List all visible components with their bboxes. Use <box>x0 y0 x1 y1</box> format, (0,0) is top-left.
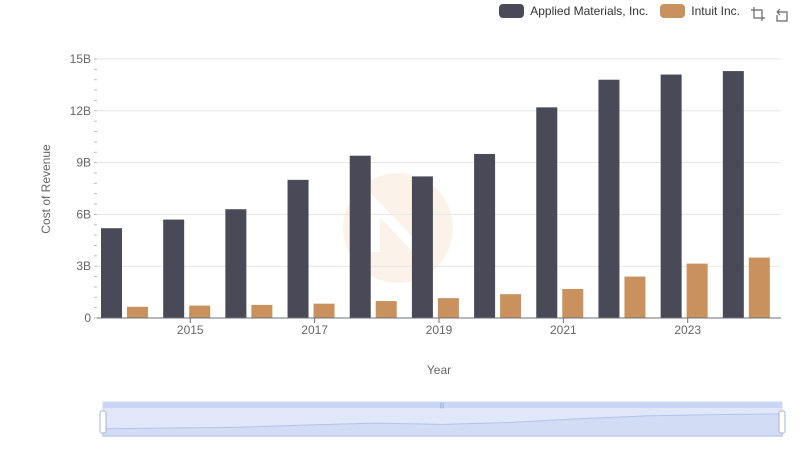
data-zoom-handle-right[interactable] <box>778 410 786 434</box>
legend-item-applied-materials[interactable]: Applied Materials, Inc. <box>499 4 648 18</box>
bar-intuit-2014[interactable] <box>127 306 148 318</box>
y-tick-label: 12B <box>70 104 91 118</box>
bar-applied-materials-2014[interactable] <box>101 228 122 318</box>
x-tick-label: 2023 <box>674 323 701 337</box>
bar-applied-materials-2018[interactable] <box>349 155 371 318</box>
legend-swatch-intuit <box>660 4 686 18</box>
x-tick-label: 2019 <box>426 323 453 337</box>
legend-swatch-applied-materials <box>499 4 525 18</box>
bar-intuit-2020[interactable] <box>500 294 522 318</box>
bar-applied-materials-2024[interactable] <box>722 71 744 318</box>
y-axis-title: Cost of Revenue <box>39 144 53 234</box>
bar-intuit-2021[interactable] <box>562 288 584 318</box>
bars <box>101 71 770 318</box>
y-tick-label: 6B <box>76 207 91 221</box>
bar-applied-materials-2016[interactable] <box>225 209 247 318</box>
bar-intuit-2018[interactable] <box>375 301 397 318</box>
x-axis: 2015 2017 2019 2021 2023 <box>97 317 781 337</box>
legend: Applied Materials, Inc. Intuit Inc. <box>499 4 740 18</box>
bar-applied-materials-2020[interactable] <box>474 153 496 318</box>
zoom-icon[interactable] <box>750 6 766 22</box>
bar-applied-materials-2019[interactable] <box>411 176 433 318</box>
legend-label-applied-materials: Applied Materials, Inc. <box>530 4 649 18</box>
legend-item-intuit[interactable]: Intuit Inc. <box>660 4 740 18</box>
bar-intuit-2016[interactable] <box>251 304 273 318</box>
x-tick-label: 2015 <box>177 323 204 337</box>
bar-intuit-2023[interactable] <box>686 263 708 318</box>
legend-label-intuit: Intuit Inc. <box>691 4 740 18</box>
x-axis-title: Year <box>427 363 451 377</box>
data-zoom-handle-left[interactable] <box>99 410 107 434</box>
bar-applied-materials-2022[interactable] <box>598 79 620 318</box>
data-zoom-top-bar[interactable] <box>103 402 782 408</box>
data-zoom-slider[interactable]: ||| <box>99 401 786 437</box>
y-tick-label: 9B <box>76 156 91 170</box>
bar-intuit-2024[interactable] <box>748 257 770 318</box>
bar-intuit-2015[interactable] <box>189 305 211 318</box>
x-tick-label: 2021 <box>550 323 577 337</box>
data-zoom-grip-icon: ||| <box>440 403 445 409</box>
y-tick-label: 3B <box>76 259 91 273</box>
bar-applied-materials-2015[interactable] <box>163 219 185 318</box>
bar-applied-materials-2017[interactable] <box>287 179 309 318</box>
bar-applied-materials-2021[interactable] <box>536 107 558 318</box>
y-tick-label: 0 <box>84 311 91 325</box>
y-tick-label: 15B <box>70 52 91 66</box>
bar-intuit-2019[interactable] <box>437 298 459 318</box>
bar-applied-materials-2023[interactable] <box>660 74 682 318</box>
x-tick-label: 2017 <box>301 323 328 337</box>
bar-intuit-2022[interactable] <box>624 276 646 318</box>
toolbox <box>750 6 790 22</box>
y-axis: 0 3B 6B 9B 12B 15B <box>70 52 97 325</box>
restore-icon[interactable] <box>774 6 790 22</box>
bar-intuit-2017[interactable] <box>313 303 335 318</box>
